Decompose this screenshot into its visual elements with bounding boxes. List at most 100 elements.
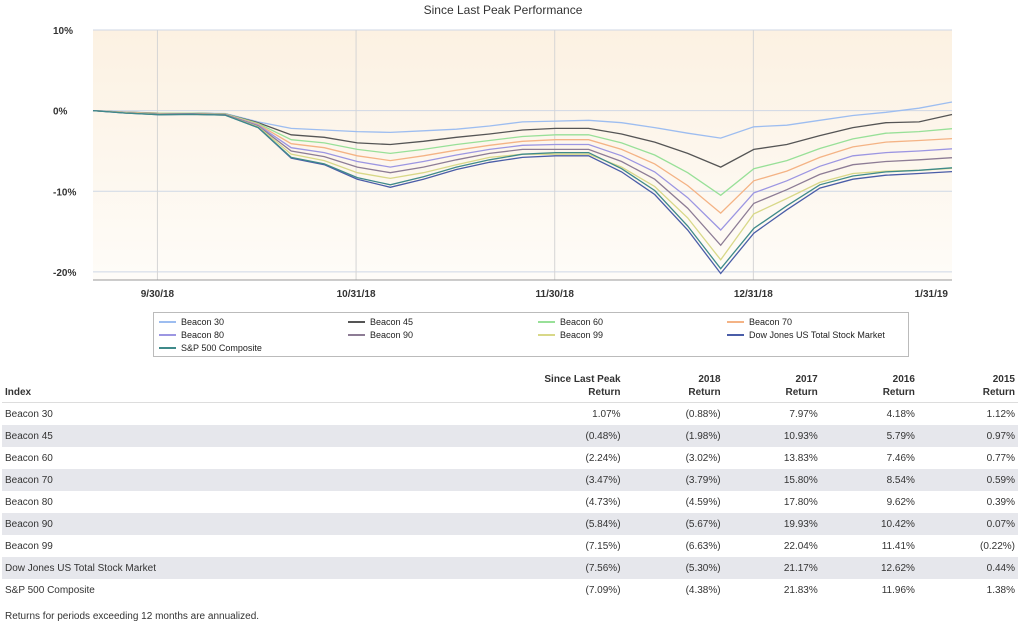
return-cell: 10.93% — [723, 425, 821, 447]
return-cell: 4.18% — [886, 408, 915, 420]
index-name-cell: Beacon 90 — [2, 513, 416, 535]
x-tick-label: 11/30/18 — [536, 289, 575, 300]
legend-label: Beacon 45 — [370, 317, 414, 327]
legend-item[interactable]: Dow Jones US Total Stock Market — [727, 330, 885, 340]
x-tick-label: 9/30/18 — [141, 289, 175, 300]
legend-swatch — [727, 321, 744, 323]
legend-swatch — [538, 321, 555, 323]
column-header-line2: Return — [882, 387, 915, 398]
chart-title: Since Last Peak Performance — [424, 3, 583, 17]
return-cell: (0.22%) — [979, 540, 1015, 552]
legend-swatch — [538, 334, 555, 336]
return-cell: 9.62% — [886, 496, 915, 508]
column-header-line1: 2015 — [992, 374, 1015, 385]
return-cell: 13.83% — [783, 452, 818, 464]
index-name-cell: Beacon 80 — [5, 496, 53, 508]
legend-item[interactable]: Beacon 90 — [348, 330, 413, 340]
index-name-cell: Beacon 60 — [5, 452, 53, 464]
return-cell: (4.73%) — [585, 496, 621, 508]
return-cell: (5.67%) — [623, 513, 724, 535]
returns-table: Index Since Last Peak Return 2018 Return 2017… — [2, 370, 1018, 601]
legend-swatch — [159, 347, 176, 349]
legend-label: Beacon 80 — [181, 330, 225, 340]
return-cell: 7.46% — [886, 452, 915, 464]
return-cell: (6.63%) — [685, 540, 721, 552]
return-cell: 0.07% — [917, 513, 1018, 535]
return-cell: (3.47%) — [415, 469, 624, 491]
return-cell: 7.97% — [789, 408, 818, 420]
return-cell: (5.84%) — [415, 513, 624, 535]
index-name-cell: Beacon 45 — [2, 425, 416, 447]
column-header: 2016 Return — [820, 370, 918, 403]
y-tick-label: 0% — [53, 107, 68, 118]
column-header: 2018 Return — [623, 370, 724, 403]
x-tick-label: 1/31/19 — [915, 289, 949, 300]
table-row: Dow Jones US Total Stock Market (7.56%) (5… — [2, 557, 1018, 579]
table-header-row: Index Since Last Peak Return 2018 Return 2017… — [2, 370, 1018, 403]
return-cell: (0.88%) — [685, 408, 721, 420]
index-name-cell: Beacon 70 — [2, 469, 416, 491]
column-header-line2: Return — [588, 387, 621, 398]
legend-label: S&P 500 Composite — [181, 343, 262, 353]
x-tick-label: 10/31/18 — [337, 289, 376, 300]
legend-label: Dow Jones US Total Stock Market — [749, 330, 885, 340]
series-line — [92, 109, 953, 270]
return-cell: 1.38% — [986, 584, 1015, 596]
legend-item[interactable]: Beacon 45 — [348, 317, 413, 327]
legend-item[interactable]: S&P 500 Composite — [159, 343, 262, 353]
column-header-line2: Return — [785, 387, 818, 398]
legend-swatch — [159, 321, 176, 323]
legend-swatch — [348, 321, 365, 323]
column-header-line2: Return — [982, 387, 1015, 398]
return-cell: (4.59%) — [685, 496, 721, 508]
footnote: Returns for periods exceeding 12 months … — [5, 611, 260, 622]
return-cell: (4.38%) — [685, 584, 721, 596]
return-cell: 1.12% — [986, 408, 1015, 420]
legend-item[interactable]: Beacon 99 — [538, 330, 603, 340]
legend-item[interactable]: Beacon 80 — [159, 330, 224, 340]
return-cell: 11.41% — [881, 540, 915, 552]
index-name-cell: S&P 500 Composite — [5, 584, 95, 596]
table-row: Beacon 60 (2.24%) (3.02%) 13.83% 7.46% 0.77% — [2, 447, 1018, 469]
return-cell: 19.93% — [723, 513, 821, 535]
y-tick-label: 10% — [53, 26, 73, 37]
column-header: Index — [2, 370, 416, 403]
return-cell: (7.56%) — [415, 557, 624, 579]
column-header: Since Last Peak Return — [415, 370, 624, 403]
table-row: Beacon 45 (0.48%) (1.98%) 10.93% 5.79% 0.97% — [2, 425, 1018, 447]
table-row: Beacon 90 (5.84%) (5.67%) 19.93% 10.42% 0.07% — [2, 513, 1018, 535]
column-header-line1: 2018 — [698, 374, 721, 385]
return-cell: (7.15%) — [585, 540, 621, 552]
x-tick-label: 12/31/18 — [734, 289, 773, 300]
column-header-line1: 2016 — [892, 374, 915, 385]
return-cell: 21.83% — [783, 584, 818, 596]
table-row: Beacon 99 (7.15%) (6.63%) 22.04% 11.41% (0.22… — [2, 535, 1018, 557]
return-cell: 0.39% — [986, 496, 1015, 508]
legend-label: Beacon 90 — [370, 330, 414, 340]
x-axis-ticks: 9/30/18 10/31/18 11/30/18 12/31/18 1/31/19 — [141, 289, 949, 300]
legend-label: Beacon 70 — [749, 317, 793, 327]
return-cell: (2.24%) — [585, 452, 621, 464]
table-row: Beacon 30 1.07% (0.88%) 7.97% 4.18% 1.12% — [2, 403, 1018, 426]
return-cell: (3.79%) — [623, 469, 724, 491]
return-cell: 17.80% — [783, 496, 818, 508]
legend-item[interactable]: Beacon 60 — [538, 317, 603, 327]
return-cell: (5.30%) — [623, 557, 724, 579]
column-header: 2015 Return — [917, 370, 1018, 403]
column-header-line1: Since Last Peak — [544, 374, 621, 385]
return-cell: 15.80% — [723, 469, 821, 491]
table-row: S&P 500 Composite (7.09%) (4.38%) 21.83% 11.… — [2, 579, 1018, 601]
legend-item[interactable]: Beacon 70 — [727, 317, 792, 327]
return-cell: 10.42% — [820, 513, 918, 535]
return-cell: 8.54% — [820, 469, 918, 491]
return-cell: 12.62% — [820, 557, 918, 579]
legend-swatch — [159, 334, 176, 336]
return-cell: 11.96% — [881, 584, 915, 596]
legend-label: Beacon 99 — [560, 330, 604, 340]
performance-chart: Since Last Peak Performance 10% 0% -10% -20… — [53, 3, 953, 300]
index-name-cell: Beacon 30 — [5, 408, 53, 420]
plot-area — [93, 30, 952, 280]
return-cell: 5.79% — [820, 425, 918, 447]
legend-swatch — [727, 334, 744, 336]
legend-item[interactable]: Beacon 30 — [159, 317, 224, 327]
